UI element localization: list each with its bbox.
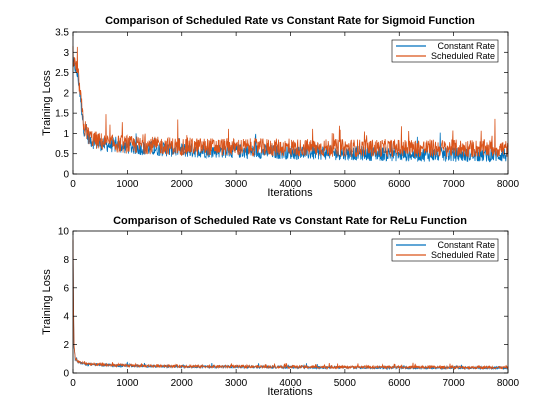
x-axis-label: Iterations bbox=[267, 386, 313, 398]
legend-label: Scheduled Rate bbox=[431, 51, 495, 61]
y-axis-label: Training Loss bbox=[41, 70, 53, 136]
y-tick-label: 2.5 bbox=[55, 68, 69, 79]
legend: Constant Rate Scheduled Rate bbox=[391, 39, 499, 63]
x-tick-label: 8000 bbox=[497, 179, 520, 190]
chart-title: Comparison of Scheduled Rate vs Constant… bbox=[113, 215, 467, 227]
x-ticks: 0 1000 2000 3000 4000 5000 6000 7000 8000 bbox=[70, 32, 520, 190]
y-tick-label: 4 bbox=[63, 312, 69, 323]
x-tick-label: 7000 bbox=[443, 378, 466, 389]
x-tick-label: 6000 bbox=[388, 378, 411, 389]
y-tick-label: 6 bbox=[63, 283, 69, 294]
x-tick-label: 8000 bbox=[497, 378, 520, 389]
y-tick-label: 1.5 bbox=[55, 109, 69, 120]
legend-label: Constant Rate bbox=[437, 240, 495, 250]
y-tick-label: 2 bbox=[63, 340, 69, 351]
x-tick-label: 1000 bbox=[116, 179, 139, 190]
x-tick-label: 4000 bbox=[279, 179, 302, 190]
y-tick-label: 1 bbox=[63, 129, 69, 140]
legend-label: Constant Rate bbox=[437, 41, 495, 51]
y-tick-label: 0 bbox=[63, 170, 69, 181]
legend-label: Scheduled Rate bbox=[431, 250, 495, 260]
y-axis-label: Training Loss bbox=[41, 269, 53, 335]
x-tick-label: 2000 bbox=[171, 179, 194, 190]
legend: Constant Rate Scheduled Rate bbox=[391, 238, 499, 262]
x-tick-label: 0 bbox=[70, 378, 76, 389]
y-ticks: 0 0.5 1 1.5 2 2.5 3 3.5 bbox=[55, 28, 508, 181]
x-tick-label: 3000 bbox=[225, 179, 248, 190]
x-tick-label: 5000 bbox=[334, 378, 357, 389]
x-tick-label: 7000 bbox=[443, 179, 466, 190]
x-tick-label: 5000 bbox=[334, 179, 357, 190]
y-tick-label: 3 bbox=[63, 48, 69, 59]
x-tick-label: 3000 bbox=[225, 378, 248, 389]
chart-title: Comparison of Scheduled Rate vs Constant… bbox=[105, 15, 475, 27]
series-line bbox=[72, 239, 509, 371]
x-tick-label: 1000 bbox=[116, 378, 139, 389]
y-tick-label: 3.5 bbox=[55, 28, 69, 39]
y-tick-label: 8 bbox=[63, 255, 69, 266]
y-tick-label: 0.5 bbox=[55, 149, 69, 160]
x-axis-label: Iterations bbox=[267, 187, 313, 199]
series-layer bbox=[72, 46, 509, 163]
y-tick-label: 0 bbox=[63, 369, 69, 380]
y-tick-label: 2 bbox=[63, 88, 69, 99]
y-ticks: 0 2 4 6 8 10 bbox=[58, 227, 508, 380]
y-tick-label: 10 bbox=[58, 227, 70, 238]
x-tick-label: 0 bbox=[70, 179, 76, 190]
series-layer bbox=[72, 239, 509, 371]
x-tick-label: 4000 bbox=[279, 378, 302, 389]
x-ticks: 0 1000 2000 3000 4000 5000 6000 7000 8000 bbox=[70, 231, 520, 389]
series-line bbox=[72, 46, 509, 158]
subplot-sigmoid: Comparison of Scheduled Rate vs Constant… bbox=[41, 15, 520, 199]
subplot-relu: Comparison of Scheduled Rate vs Constant… bbox=[41, 215, 520, 398]
x-tick-label: 2000 bbox=[171, 378, 194, 389]
x-tick-label: 6000 bbox=[388, 179, 411, 190]
